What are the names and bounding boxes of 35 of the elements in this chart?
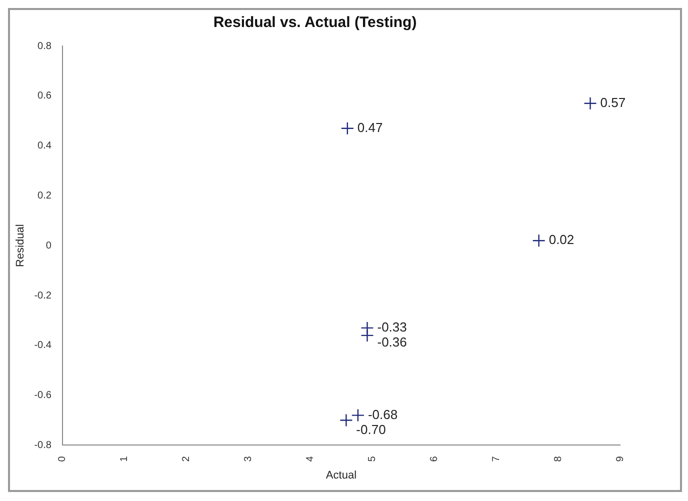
y-tick-label: 0 (46, 240, 52, 252)
x-tick-label: 7 (490, 456, 502, 462)
x-tick-label: 5 (366, 456, 378, 462)
data-label: 0.47 (357, 120, 383, 135)
data-label: 0.57 (600, 94, 626, 110)
x-tick-label: 0 (57, 456, 68, 462)
chart-title: Residual vs. Actual (Testing) (213, 14, 417, 32)
y-tick-label: 0.8 (38, 40, 52, 52)
y-tick-label: 0.6 (38, 90, 52, 102)
x-tick-label: 8 (552, 456, 564, 462)
data-label: -0.68 (368, 406, 398, 422)
x-tick-label: 6 (428, 456, 440, 462)
data-label: -0.36 (377, 334, 407, 350)
y-tick-label: -0.4 (34, 340, 52, 352)
point (340, 414, 353, 427)
point (351, 408, 365, 422)
y-tick-label: 0.2 (38, 190, 52, 202)
data-label: -0.70 (356, 422, 386, 437)
point (584, 96, 597, 110)
point (360, 328, 374, 342)
x-tick-label: 3 (243, 456, 254, 462)
y-tick-label: -0.2 (34, 290, 52, 302)
y-tick-label: -0.6 (34, 390, 52, 402)
y-axis-title: Residual (14, 224, 27, 268)
point (532, 234, 546, 248)
y-tick-label: -0.8 (34, 440, 52, 451)
x-tick-label: 9 (614, 456, 626, 462)
data-label: 0.02 (548, 232, 574, 248)
x-tick-label: 1 (119, 456, 130, 462)
point (340, 122, 354, 135)
x-tick-label: 4 (304, 456, 316, 462)
data-label: -0.33 (377, 320, 407, 335)
x-tick-label: 2 (181, 456, 192, 462)
x-axis-title: Actual (326, 469, 357, 482)
y-tick-label: 0.4 (38, 140, 52, 152)
